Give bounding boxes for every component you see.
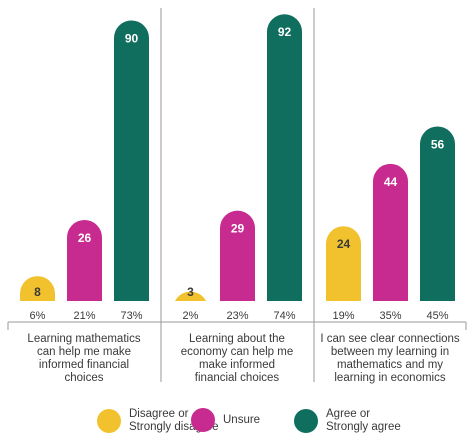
category-label: Learning about the economy can help me mak… bbox=[162, 333, 312, 385]
category-label-line: choices bbox=[64, 372, 104, 384]
bar-value-label: 90 bbox=[125, 31, 139, 45]
bar-value-label: 92 bbox=[278, 25, 292, 39]
category-label: I can see clear connections between my le… bbox=[315, 333, 465, 385]
bar-value-label: 56 bbox=[431, 137, 445, 151]
bar bbox=[175, 291, 206, 301]
bar-value-label: 29 bbox=[231, 222, 245, 236]
bar-value-label: 44 bbox=[384, 175, 398, 189]
legend-swatch bbox=[191, 408, 215, 432]
bar bbox=[267, 14, 302, 302]
category-label-line: financial choices bbox=[194, 372, 280, 384]
legend-label: Unsure bbox=[223, 414, 260, 427]
bar bbox=[373, 163, 408, 301]
bar bbox=[20, 276, 55, 301]
category-label-line: Learning mathematics bbox=[27, 333, 141, 345]
bar bbox=[420, 126, 455, 301]
percent-label: 23% bbox=[226, 310, 248, 322]
legend-label-line: Disagree or bbox=[129, 408, 189, 420]
legend-item: Unsure bbox=[191, 408, 260, 432]
category-label-line: can help me make bbox=[37, 346, 131, 358]
category-label-line: informed financial bbox=[38, 359, 130, 371]
category-label-line: make informed bbox=[198, 359, 276, 371]
legend-label: Agree or Strongly agree bbox=[326, 408, 401, 434]
percent-label: 2% bbox=[183, 310, 199, 322]
percent-label: 74% bbox=[273, 310, 295, 322]
category-label-line: between my learning in bbox=[330, 346, 450, 358]
category-label-line: economy can help me bbox=[180, 346, 294, 358]
category-label: Learning mathematics can help me make info… bbox=[9, 333, 159, 385]
legend-label-line: Agree or bbox=[326, 408, 371, 420]
bar bbox=[220, 210, 255, 301]
bar-value-label: 8 bbox=[34, 285, 41, 299]
bar-value-label: 24 bbox=[337, 237, 351, 251]
legend-swatch bbox=[97, 409, 121, 433]
percent-label: 6% bbox=[30, 310, 46, 322]
percent-label: 35% bbox=[379, 310, 401, 322]
legend-label-line: Unsure bbox=[223, 413, 261, 426]
legend-item: Agree or Strongly agree bbox=[294, 408, 401, 434]
percent-label: 19% bbox=[332, 310, 354, 322]
bar-value-label: 3 bbox=[187, 285, 194, 299]
category-label-line: I can see clear connections bbox=[320, 333, 460, 345]
percent-label: 21% bbox=[73, 310, 95, 322]
category-label-line: mathematics and my bbox=[336, 359, 444, 371]
bar bbox=[67, 219, 102, 301]
category-label-line: learning in economics bbox=[334, 372, 446, 384]
percent-label: 73% bbox=[120, 310, 142, 322]
bar bbox=[114, 20, 149, 302]
legend-label-line: Strongly agree bbox=[326, 421, 401, 433]
bar-value-label: 26 bbox=[78, 231, 92, 245]
percent-label: 45% bbox=[426, 310, 448, 322]
category-label-line: Learning about the bbox=[189, 333, 285, 345]
legend-swatch bbox=[294, 409, 318, 433]
bar bbox=[326, 226, 361, 301]
